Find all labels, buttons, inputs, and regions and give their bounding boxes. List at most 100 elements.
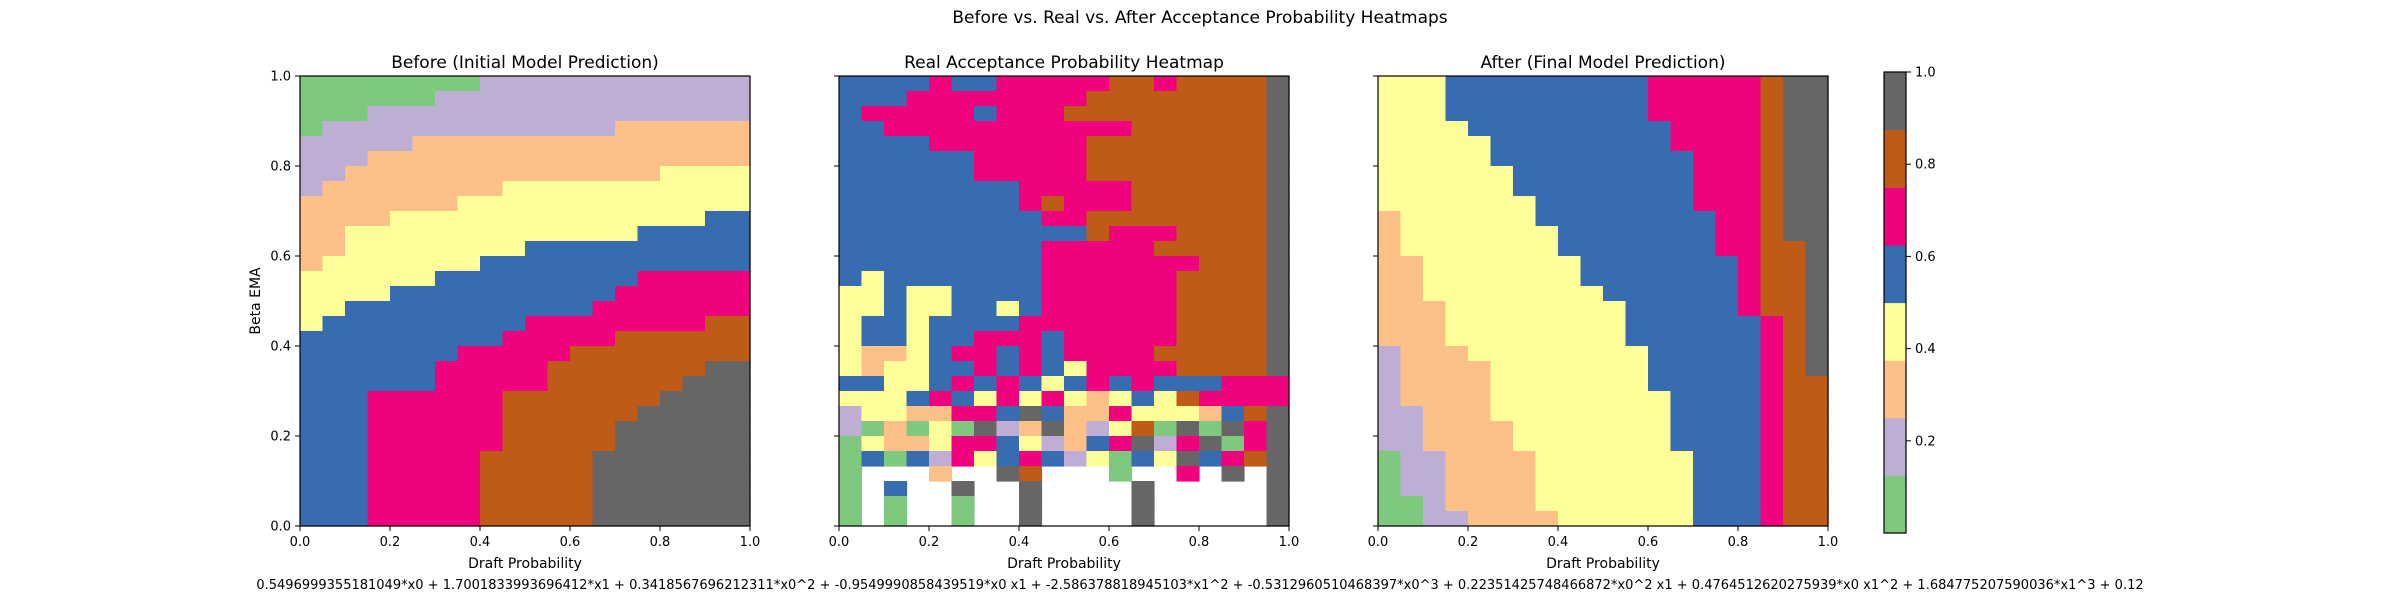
heatmap-cell <box>637 151 661 167</box>
heatmap-cell <box>1468 211 1492 227</box>
heatmap-cell <box>1580 496 1604 512</box>
heatmap-cell <box>884 211 908 227</box>
heatmap-cell <box>1221 106 1245 122</box>
heatmap-cell <box>457 436 481 452</box>
heatmap-cell <box>1266 181 1290 197</box>
heatmap-cell <box>1580 481 1604 497</box>
heatmap-cell <box>570 436 594 452</box>
heatmap-cell <box>660 181 684 197</box>
heatmap-cell <box>1378 511 1402 527</box>
heatmap-cell <box>322 136 346 152</box>
heatmap-cell <box>1378 166 1402 182</box>
heatmap-cell <box>1199 136 1223 152</box>
heatmap-cell <box>1468 196 1492 212</box>
heatmap-cell <box>637 226 661 242</box>
heatmap-cell <box>1670 121 1694 137</box>
heatmap-cell <box>861 271 885 287</box>
heatmap-cell <box>1064 196 1088 212</box>
heatmap-cell <box>1400 466 1424 482</box>
heatmap-cell <box>1244 211 1268 227</box>
heatmap-cell <box>480 181 504 197</box>
heatmap-cell <box>412 256 436 272</box>
heatmap-cell <box>1244 121 1268 137</box>
heatmap-cell <box>1019 316 1043 332</box>
heatmap-cell <box>525 361 549 377</box>
heatmap-cell <box>1580 211 1604 227</box>
heatmap-cell <box>1423 241 1447 257</box>
heatmap-cell <box>996 436 1020 452</box>
heatmap-cell <box>1648 76 1672 92</box>
heatmap-cell <box>974 256 998 272</box>
heatmap-cell <box>1244 241 1268 257</box>
heatmap-cell <box>1513 271 1537 287</box>
heatmap-cell <box>615 91 639 107</box>
heatmap-panel-1 <box>300 76 751 527</box>
heatmap-cell <box>727 361 751 377</box>
heatmap-cell <box>367 406 391 422</box>
heatmap-cell <box>457 121 481 137</box>
heatmap-cell <box>1625 91 1649 107</box>
heatmap-cell <box>884 481 908 497</box>
heatmap-cell <box>1064 421 1088 437</box>
heatmap-cell <box>1693 451 1717 467</box>
heatmap-cell <box>974 241 998 257</box>
heatmap-cell <box>615 481 639 497</box>
heatmap-cell <box>1580 391 1604 407</box>
heatmap-cell <box>1603 241 1627 257</box>
colorbar <box>1884 72 1906 534</box>
heatmap-cell <box>1086 331 1110 347</box>
heatmap-cell <box>592 226 616 242</box>
heatmap-cell <box>1738 151 1762 167</box>
heatmap-cell <box>660 286 684 302</box>
heatmap-cell <box>1176 361 1200 377</box>
heatmap-cell <box>1199 271 1223 287</box>
heatmap-cell <box>300 511 324 527</box>
heatmap-cell <box>1019 136 1043 152</box>
heatmap-cell <box>1445 481 1469 497</box>
heatmap-cell <box>1378 91 1402 107</box>
heatmap-cell <box>570 361 594 377</box>
heatmap-cell <box>1109 376 1133 392</box>
heatmap-cell <box>390 166 414 182</box>
heatmap-cell <box>457 286 481 302</box>
heatmap-cell <box>1041 286 1065 302</box>
heatmap-cell <box>839 451 863 467</box>
heatmap-cell <box>705 181 729 197</box>
heatmap-cell <box>1445 451 1469 467</box>
heatmap-cell <box>1199 346 1223 362</box>
heatmap-cell <box>839 331 863 347</box>
heatmap-cell <box>1625 331 1649 347</box>
heatmap-cell <box>1715 361 1739 377</box>
heatmap-cell <box>1805 511 1829 527</box>
heatmap-cell <box>570 271 594 287</box>
heatmap-cell <box>1266 361 1290 377</box>
heatmap-cell <box>322 451 346 467</box>
heatmap-cell <box>1468 466 1492 482</box>
heatmap-cell <box>1693 301 1717 317</box>
heatmap-cell <box>1041 436 1065 452</box>
heatmap-cell <box>345 241 369 257</box>
heatmap-cell <box>1109 361 1133 377</box>
heatmap-cell <box>547 421 571 437</box>
heatmap-cell <box>1154 346 1178 362</box>
heatmap-cell <box>592 331 616 347</box>
heatmap-cell <box>367 436 391 452</box>
heatmap-cell <box>1738 226 1762 242</box>
heatmap-cell <box>480 421 504 437</box>
heatmap-cell <box>322 346 346 362</box>
heatmap-cell <box>1535 256 1559 272</box>
heatmap-cell <box>1064 376 1088 392</box>
heatmap-cell <box>1738 481 1762 497</box>
heatmap-cell <box>1760 421 1784 437</box>
heatmap-cell <box>682 451 706 467</box>
heatmap-cell <box>300 106 324 122</box>
heatmap-cell <box>367 391 391 407</box>
heatmap-cell <box>1693 166 1717 182</box>
heatmap-cell <box>1513 331 1537 347</box>
heatmap-cell <box>480 331 504 347</box>
heatmap-cell <box>1176 76 1200 92</box>
heatmap-cell <box>906 436 930 452</box>
heatmap-cell <box>367 316 391 332</box>
heatmap-cell <box>660 166 684 182</box>
heatmap-cell <box>615 121 639 137</box>
